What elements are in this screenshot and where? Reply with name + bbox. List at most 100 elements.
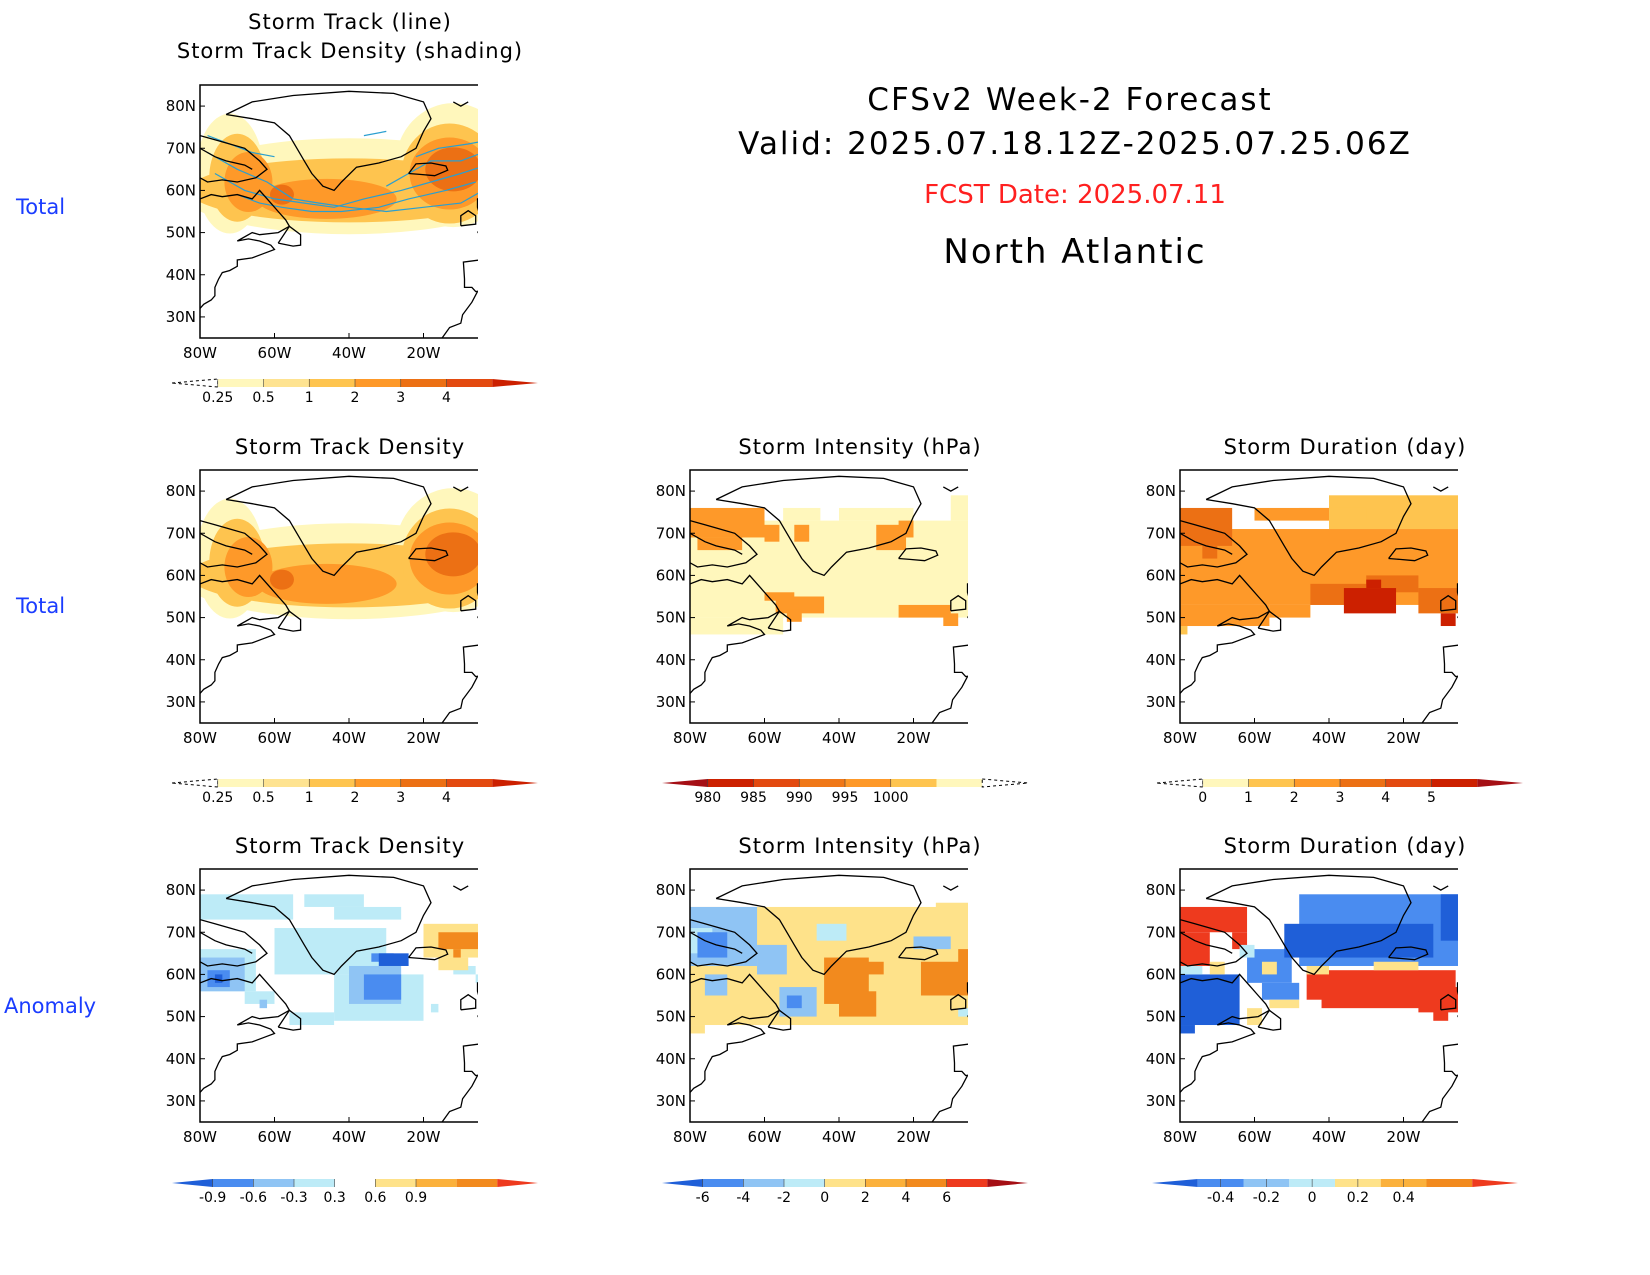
panel-title: Storm Track Density	[234, 834, 466, 858]
colorbar-segment	[263, 379, 310, 387]
colorbar-segment	[172, 1179, 213, 1187]
grid-cell	[1440, 613, 1456, 627]
coastline	[1442, 1043, 1458, 1077]
grid-cell	[244, 991, 275, 1004]
colorbar-segment	[936, 779, 983, 787]
storm-track-line	[237, 181, 476, 213]
grid-cell	[378, 953, 409, 966]
lat-label: 60N	[166, 965, 196, 983]
lat-label: 70N	[656, 923, 686, 941]
lat-label: 80N	[166, 881, 196, 899]
grid-cell	[304, 894, 364, 907]
lon-label: 40W	[822, 1128, 856, 1146]
colorbar-segment	[981, 778, 1029, 788]
coastline	[1180, 973, 1271, 1093]
grid-cell	[1239, 944, 1255, 958]
grid-cell	[1261, 961, 1277, 975]
grid-cell	[1180, 604, 1270, 627]
coastline	[690, 532, 743, 555]
storm-track-line	[386, 153, 478, 187]
colorbar-label: 0.2	[1347, 1190, 1369, 1206]
colorbar-segment	[1202, 779, 1249, 787]
coastline	[1180, 931, 1233, 954]
grid-cell	[839, 507, 914, 521]
coastline	[277, 1009, 302, 1031]
colorbar-label: -0.4	[1207, 1190, 1234, 1206]
intensity-colorbar: 980 985 990 995 1000	[662, 778, 1029, 806]
panel-title: Storm Duration (day)	[1223, 435, 1467, 459]
colorbar-label: 0.4	[1392, 1190, 1414, 1206]
coastline	[408, 547, 449, 562]
panel-title: Storm Track (line)	[248, 10, 452, 34]
data-layer	[200, 488, 478, 620]
lat-label: 80N	[1146, 881, 1176, 899]
grid-cell	[697, 932, 728, 958]
grid-cell	[950, 495, 968, 521]
colorbar-label: 3	[396, 390, 405, 406]
colorbar-segment	[171, 378, 219, 388]
lat-label: 40N	[656, 651, 686, 669]
lat-label: 40N	[1146, 1050, 1176, 1068]
grid-cell	[690, 1025, 705, 1034]
coastline	[690, 574, 781, 694]
coastline	[200, 918, 268, 967]
grid-cell	[690, 507, 765, 538]
coastline	[767, 1009, 792, 1031]
colorbar-segment	[1431, 779, 1478, 787]
lon-label: 40W	[822, 729, 856, 747]
coastline	[690, 931, 743, 954]
data-layer	[1180, 894, 1458, 1034]
colorbar-segment	[212, 1179, 254, 1187]
density-shading	[224, 151, 273, 212]
grid-cell	[1343, 588, 1397, 614]
colorbar-label: 980	[694, 790, 721, 806]
coastline	[200, 973, 291, 1093]
colorbar-label: 1	[305, 790, 314, 806]
colorbar-segment	[1152, 1179, 1198, 1187]
coastline	[898, 547, 939, 562]
colorbar-label: -0.9	[199, 1190, 226, 1206]
coastline	[277, 610, 302, 632]
grid-cell	[1180, 965, 1203, 975]
storm-track-line	[207, 151, 478, 213]
coastline	[1180, 519, 1248, 568]
forecast-date: FCST Date: 2025.07.11	[924, 180, 1226, 210]
forecast-title: CFSv2 Week-2 Forecast	[867, 82, 1273, 118]
lon-label: 40W	[1312, 729, 1346, 747]
grid-cell	[764, 524, 780, 542]
coastline	[1257, 1009, 1282, 1031]
colorbar-label: 4	[442, 790, 451, 806]
coastline	[942, 885, 959, 891]
coastline	[1442, 644, 1458, 678]
grid-cell	[1180, 932, 1210, 966]
grid-cell	[1180, 626, 1188, 635]
valid-period: Valid: 2025.07.18.12Z-2025.07.25.06Z	[738, 126, 1412, 162]
colorbar-segment	[217, 779, 264, 787]
grid-cell	[289, 1012, 335, 1026]
colorbar-label: 0.5	[252, 390, 274, 406]
lat-label: 70N	[166, 139, 196, 157]
panel-title: Storm Track Density	[234, 435, 466, 459]
colorbar-label: 0	[820, 1190, 829, 1206]
coastline	[225, 90, 432, 192]
grid-cell	[200, 894, 294, 920]
lat-label: 40N	[166, 651, 196, 669]
coastline	[200, 519, 268, 568]
lon-label: 20W	[1387, 1128, 1421, 1146]
colorbar-segment	[1294, 779, 1340, 787]
colorbar-segment	[456, 1179, 498, 1187]
lon-label: 40W	[332, 729, 366, 747]
coastline	[952, 644, 968, 678]
grid-cell	[861, 961, 884, 975]
colorbar-segment	[799, 779, 845, 787]
duration-colorbar: 0 1 2 3 4 5	[1156, 778, 1523, 806]
coastline	[1440, 594, 1457, 612]
coastline	[1180, 574, 1271, 694]
row-label-total-1: Total	[16, 195, 66, 219]
colorbar-label: 0.9	[405, 1190, 427, 1206]
grid-cell	[430, 1003, 439, 1013]
coastline	[767, 610, 792, 632]
